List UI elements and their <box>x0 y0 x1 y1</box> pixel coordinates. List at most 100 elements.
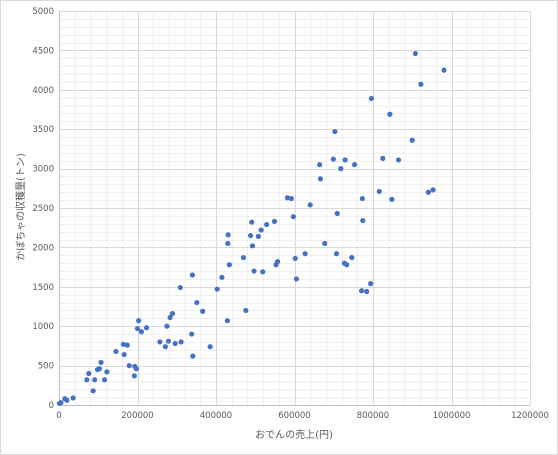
data-point <box>380 155 386 161</box>
y-axis-title: かぼちゃの収穫量(トン) <box>15 153 27 261</box>
data-point <box>178 339 184 345</box>
data-point <box>418 81 424 87</box>
data-point <box>307 202 313 208</box>
data-point <box>275 258 281 265</box>
data-point <box>126 363 132 369</box>
data-point <box>425 189 431 195</box>
data-point <box>368 95 375 102</box>
data-point <box>84 377 90 383</box>
x-axis-tick-labels: 0 200000 400000 600000 800000 1000000 1200000 <box>56 411 549 421</box>
data-point <box>136 318 142 324</box>
data-point <box>376 188 382 195</box>
data-point <box>364 288 370 295</box>
x-tick-label: 1200000 <box>511 411 549 421</box>
data-point <box>143 325 150 331</box>
data-point <box>172 340 178 347</box>
y-tick-label: 2500 <box>32 204 54 214</box>
data-point <box>258 227 264 233</box>
data-point <box>121 351 127 358</box>
data-point <box>243 307 249 314</box>
data-point <box>247 232 254 239</box>
data-point <box>249 243 256 249</box>
data-point <box>225 232 231 238</box>
data-point <box>332 128 338 135</box>
data-point <box>387 111 393 117</box>
data-point <box>113 348 119 355</box>
data-point <box>330 156 336 162</box>
x-tick-label: 1000000 <box>433 411 471 421</box>
data-point <box>131 373 137 379</box>
data-point <box>284 195 291 201</box>
data-point <box>92 377 98 383</box>
data-point <box>334 210 340 217</box>
data-point <box>189 331 195 337</box>
data-point <box>164 323 170 329</box>
data-point <box>368 281 374 287</box>
data-point <box>292 255 298 262</box>
data-point <box>214 286 220 292</box>
data-point <box>177 284 183 291</box>
data-point <box>86 370 92 377</box>
data-point <box>157 339 163 345</box>
data-point <box>317 176 324 182</box>
y-tick-label: 4000 <box>32 86 54 96</box>
data-point <box>342 157 348 163</box>
data-point <box>224 318 230 324</box>
data-point <box>101 377 108 383</box>
data-point <box>249 219 255 225</box>
y-tick-label: 500 <box>38 362 54 372</box>
data-point <box>351 162 358 168</box>
data-point <box>225 240 231 247</box>
data-point <box>290 214 296 220</box>
data-point <box>58 400 64 406</box>
data-point <box>255 233 261 239</box>
data-point <box>264 221 270 228</box>
data-point <box>120 341 126 347</box>
data-point <box>349 255 355 261</box>
x-tick-label: 600000 <box>278 411 310 421</box>
y-tick-label: 1000 <box>32 322 54 332</box>
data-point <box>167 314 173 321</box>
data-point <box>219 274 225 280</box>
data-point <box>104 369 110 375</box>
data-point <box>395 157 402 163</box>
data-point <box>194 299 200 306</box>
data-point <box>389 196 395 202</box>
data-point <box>344 262 350 268</box>
data-point <box>240 255 247 261</box>
data-point <box>293 276 300 282</box>
data-point <box>409 137 415 143</box>
data-point <box>90 388 96 394</box>
x-axis-title: おでんの売上(円) <box>255 428 333 441</box>
data-point <box>412 50 418 57</box>
data-point <box>251 268 257 274</box>
data-points <box>56 50 447 407</box>
data-point <box>162 344 168 350</box>
data-point <box>64 397 70 403</box>
data-point <box>226 262 232 268</box>
axes <box>59 11 530 406</box>
data-point <box>134 325 141 332</box>
data-point <box>338 166 344 172</box>
data-point <box>190 353 196 359</box>
data-point <box>333 251 340 257</box>
x-tick-label: 800000 <box>357 411 389 421</box>
data-point <box>359 195 366 202</box>
data-point <box>441 67 447 73</box>
data-point <box>200 308 206 314</box>
data-point <box>271 218 278 224</box>
data-point <box>133 366 139 372</box>
data-point <box>98 359 104 366</box>
data-point <box>165 338 172 344</box>
data-point <box>302 251 308 257</box>
data-point <box>124 342 130 348</box>
x-tick-label: 200000 <box>121 411 153 421</box>
x-tick-label: 0 <box>56 411 61 421</box>
y-tick-label: 3000 <box>32 165 54 175</box>
data-point <box>288 195 294 202</box>
data-point <box>138 329 145 335</box>
data-point <box>322 240 328 247</box>
y-tick-label: 1500 <box>32 283 54 293</box>
y-tick-label: 0 <box>49 401 54 411</box>
